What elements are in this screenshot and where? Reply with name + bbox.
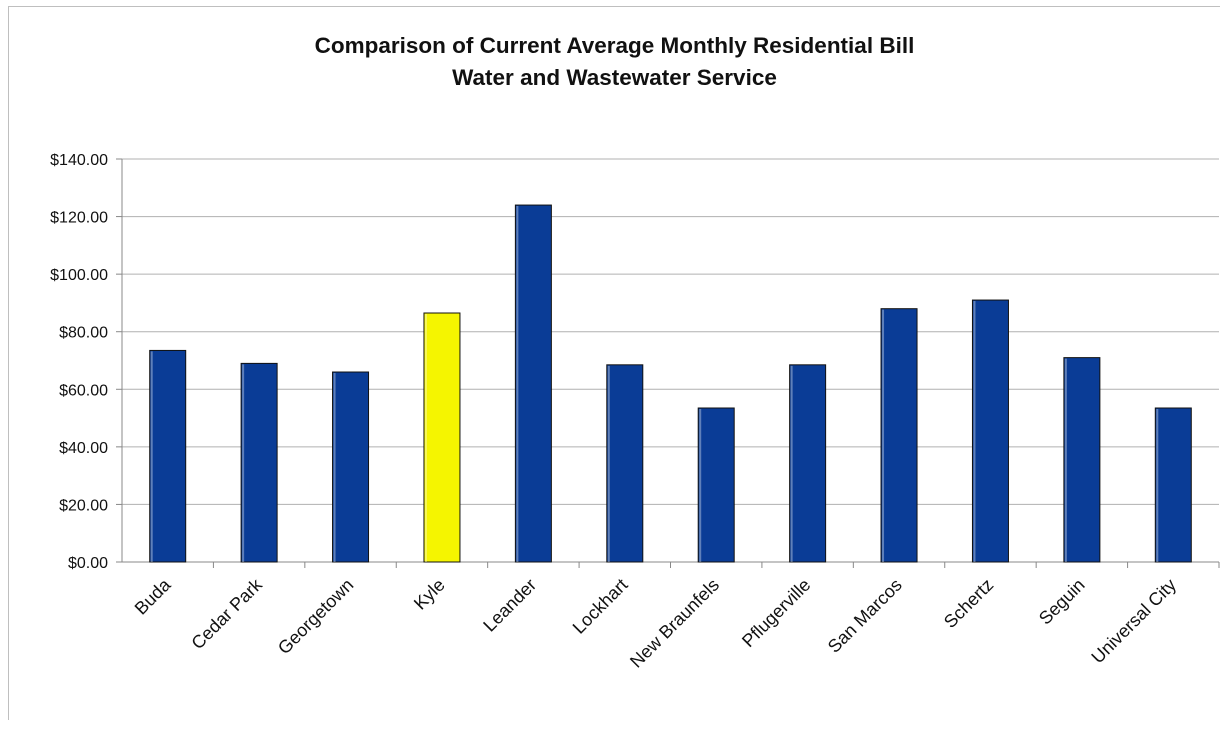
chart-frame — [8, 6, 1220, 720]
y-tick-label: $20.00 — [59, 497, 108, 514]
y-tick-label: $40.00 — [59, 440, 108, 457]
bar — [423, 312, 461, 563]
bar — [606, 364, 644, 563]
bar — [240, 362, 278, 563]
x-tick-label: Buda — [131, 574, 176, 619]
x-tick-label: Lockhart — [569, 575, 632, 638]
bar — [880, 308, 918, 563]
bar — [971, 299, 1009, 563]
y-tick-label: $80.00 — [59, 325, 108, 342]
y-tick-label: $120.00 — [50, 210, 108, 227]
bar — [514, 204, 552, 563]
bar — [1154, 407, 1192, 563]
x-tick-label: Seguin — [1035, 575, 1089, 629]
bar — [332, 371, 370, 563]
chart-subtitle: Water and Wastewater Service — [452, 65, 777, 90]
x-tick-label: San Marcos — [824, 575, 906, 657]
bar — [149, 349, 187, 563]
bar — [697, 407, 735, 563]
x-tick-label: Leander — [479, 575, 540, 636]
x-tick-label: Georgetown — [274, 575, 357, 658]
x-tick-label: Universal City — [1087, 575, 1180, 668]
x-tick-label: Schertz — [940, 575, 997, 632]
bar — [789, 364, 827, 563]
y-tick-label: $0.00 — [68, 555, 108, 572]
chart-title-block: Comparison of Current Average Monthly Re… — [0, 30, 1229, 94]
y-tick-label: $140.00 — [50, 152, 108, 169]
bar — [1063, 357, 1101, 563]
chart-title: Comparison of Current Average Monthly Re… — [314, 33, 915, 58]
y-tick-label: $60.00 — [59, 382, 108, 399]
x-tick-label: Cedar Park — [187, 574, 266, 653]
x-tick-label: Pflugerville — [738, 575, 814, 651]
x-tick-label: New Braunfels — [626, 575, 723, 672]
y-tick-label: $100.00 — [50, 267, 108, 284]
x-tick-label: Kyle — [410, 575, 449, 614]
